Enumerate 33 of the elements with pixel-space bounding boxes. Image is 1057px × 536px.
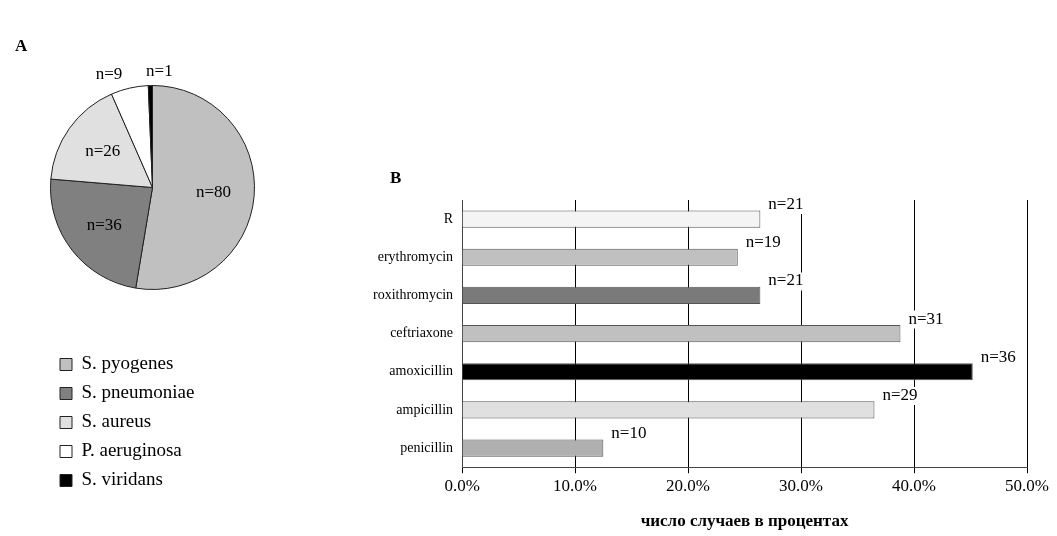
y-tick-label: amoxicillin: [389, 363, 454, 379]
legend-label: P. aeruginosa: [81, 439, 183, 461]
data-label: n=80: [195, 182, 232, 202]
y-tick-label: ceftriaxone: [390, 325, 454, 341]
data-label: n=36: [86, 214, 122, 234]
y-tick-label: ampicillin: [396, 401, 454, 417]
y-tick-label: penicillin: [400, 439, 454, 455]
data-label: n=1: [146, 60, 173, 80]
legend-label: S. viridans: [81, 468, 163, 490]
annotation: n=29: [882, 384, 918, 404]
x-tick-label: 40.0%: [892, 475, 936, 495]
data-label: n=9: [95, 63, 123, 83]
x-tick-label: 50.0%: [1005, 475, 1049, 495]
x-tick-label: 30.0%: [779, 475, 823, 495]
legend-label: S. pneumoniae: [81, 381, 195, 403]
x-axis-title: число случаев в процентах: [640, 511, 849, 531]
legend-label: S. aureus: [81, 410, 152, 432]
annotation: n=36: [980, 346, 1016, 366]
annotation: n=21: [768, 270, 804, 290]
chart-title: B: [390, 168, 402, 188]
legend-label: S. pyogenes: [81, 352, 174, 374]
annotation: n=19: [745, 232, 781, 252]
y-tick-label: erythromycin: [377, 248, 454, 264]
y-tick-label: R: [443, 210, 454, 226]
x-tick-label: 0.0%: [444, 475, 480, 495]
annotation: n=21: [768, 194, 804, 214]
y-tick-label: roxithromycin: [372, 287, 454, 303]
x-tick-label: 20.0%: [666, 475, 711, 495]
data-label: n=26: [85, 141, 121, 161]
x-tick-label: 10.0%: [553, 475, 598, 495]
chart-title: A: [15, 36, 28, 56]
annotation: n=10: [611, 423, 647, 443]
annotation: n=31: [908, 308, 944, 328]
